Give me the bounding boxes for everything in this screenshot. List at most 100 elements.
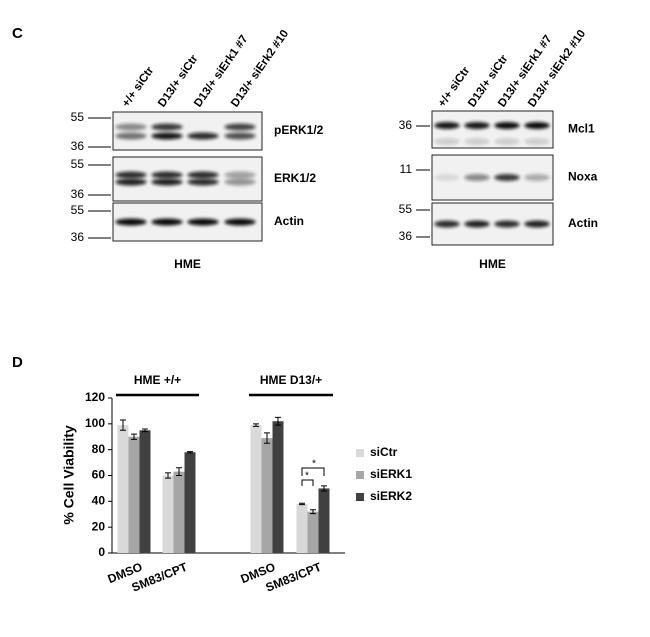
lane-label: +/+ siCtr: [120, 64, 157, 109]
blot-band: [115, 218, 147, 226]
error-bar: [321, 485, 327, 492]
group-label: HME +/+: [134, 373, 181, 387]
blot-band: [224, 218, 256, 226]
band-label: Actin: [568, 216, 598, 230]
blot-band: [464, 138, 490, 145]
blot-band: [187, 132, 219, 140]
blot-band: [524, 122, 550, 129]
bar: [139, 430, 151, 553]
cell-line: HME: [174, 257, 201, 271]
error-bar: [299, 502, 305, 506]
blot-band: [494, 220, 520, 228]
bar: [162, 475, 174, 553]
y-axis-label: % Cell Viability: [61, 425, 77, 525]
blot-band: [464, 220, 490, 228]
error-bar: [142, 428, 148, 433]
legend-label: siERK1: [370, 467, 412, 481]
legend-label: siCtr: [370, 445, 398, 459]
bar: [184, 452, 196, 553]
mw-marker: 11: [400, 162, 413, 176]
band-label: Mcl1: [568, 122, 595, 136]
mw-marker: 36: [71, 187, 85, 201]
group-label: HME D13/+: [260, 373, 322, 387]
blot-band: [151, 132, 183, 140]
error-bar: [310, 509, 316, 515]
error-bar: [176, 467, 182, 476]
blot-band: [494, 138, 520, 145]
blot-band: [434, 220, 460, 228]
y-tick-label: 0: [98, 545, 105, 559]
blot-band: [115, 178, 147, 186]
sig-bracket: [301, 467, 325, 476]
panel-label: C: [12, 25, 23, 42]
blot-band: [151, 178, 183, 186]
band-label: pERK1/2: [274, 123, 324, 137]
error-bar: [275, 416, 281, 426]
y-tick-label: 120: [85, 390, 105, 404]
blot-band: [224, 132, 256, 140]
bar: [117, 425, 129, 553]
y-tick-label: 20: [92, 519, 106, 533]
error-bar: [131, 433, 137, 440]
blot-band: [187, 178, 219, 186]
sig-bracket: [301, 479, 314, 486]
mw-marker: 36: [71, 230, 85, 244]
bar: [307, 511, 319, 553]
blot-band: [494, 122, 520, 129]
y-tick-label: 40: [92, 494, 106, 508]
bar: [261, 438, 273, 553]
lane-label: D13/+ siErk1 #7: [496, 33, 554, 109]
bar: [128, 436, 140, 553]
y-tick-label: 80: [92, 442, 106, 456]
blot-band: [115, 132, 147, 140]
error-bar: [120, 419, 126, 431]
mw-marker: 36: [399, 229, 413, 243]
blot-band: [115, 171, 147, 179]
significance: *: [305, 471, 309, 482]
blot-band: [464, 122, 490, 129]
bar: [272, 421, 284, 553]
blot-band: [115, 123, 147, 131]
legend-label: siERK2: [370, 489, 412, 503]
mw-marker: 55: [399, 202, 413, 216]
significance: *: [312, 459, 316, 470]
legend-swatch: [356, 471, 364, 479]
blot-band: [151, 171, 183, 179]
blot-band: [434, 122, 460, 129]
lane-label: D13/+ siErk2 #10: [526, 28, 588, 110]
error-bar: [264, 432, 270, 444]
band-label: ERK1/2: [274, 171, 316, 185]
mw-marker: 36: [71, 139, 85, 153]
blot-band: [187, 218, 219, 226]
blot-band: [224, 178, 256, 186]
band-label: Noxa: [568, 170, 598, 184]
bar: [250, 425, 262, 553]
blot-band: [524, 138, 550, 145]
blot-band: [187, 171, 219, 179]
blot-band: [524, 174, 550, 181]
y-tick-label: 100: [85, 416, 105, 430]
y-tick-label: 60: [92, 468, 106, 482]
legend-swatch: [356, 493, 364, 501]
bar: [318, 488, 330, 553]
blot-band: [151, 123, 183, 131]
error-bar: [165, 472, 171, 479]
mw-marker: 36: [399, 118, 413, 132]
blot-band: [494, 174, 520, 181]
cell-line: HME: [479, 257, 506, 271]
blot-frame: [112, 111, 263, 151]
error-bar: [187, 451, 193, 454]
blot-band: [524, 220, 550, 228]
legend-swatch: [356, 449, 364, 457]
blot-band: [224, 171, 256, 179]
blot-band: [151, 218, 183, 226]
panel-label: D: [12, 354, 23, 371]
mw-marker: 55: [71, 157, 85, 171]
mw-marker: 55: [71, 203, 85, 217]
band-label: Actin: [274, 214, 304, 228]
bar: [173, 471, 185, 553]
error-bar: [253, 423, 259, 427]
blot-band: [434, 138, 460, 145]
blot-band: [434, 174, 460, 181]
